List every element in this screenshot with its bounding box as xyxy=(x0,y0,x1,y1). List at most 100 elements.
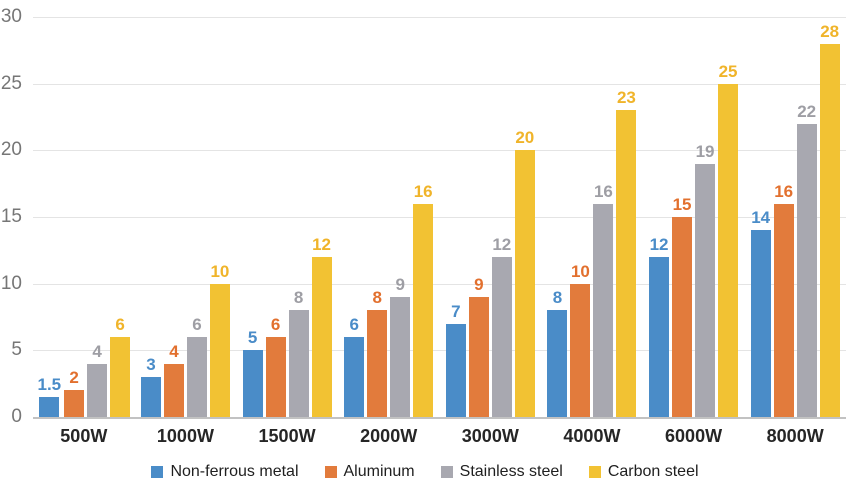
bar-value-label: 4 xyxy=(169,341,179,361)
plot-area: 1.5 2 4 6 500W 3 4 6 10 1000W 5 6 8 12 1500W 6 8 9 16 2000W… xyxy=(33,17,846,445)
bar xyxy=(163,363,184,417)
y-axis-labels: 0 5 10 15 20 25 30 xyxy=(0,7,26,426)
bar-value-label: 12 xyxy=(312,235,332,254)
bar xyxy=(64,390,85,417)
bar-value-label: 23 xyxy=(616,88,636,108)
bar-column: 2 xyxy=(64,368,85,417)
bar-column: 6 xyxy=(265,315,286,417)
x-axis-label: 6000W xyxy=(665,426,723,446)
bar xyxy=(718,83,739,417)
bar xyxy=(773,203,794,417)
bar-value-label: 16 xyxy=(593,181,613,201)
bar xyxy=(367,310,388,417)
bar-value-label: 14 xyxy=(751,208,771,228)
legend-swatch-icon xyxy=(440,466,453,478)
bar xyxy=(491,257,512,417)
bar-value-label: 1.5 xyxy=(37,375,62,394)
x-axis-label: 8000W xyxy=(766,426,824,446)
bar-value-label: 6 xyxy=(270,315,281,334)
legend: Non-ferrous metal Aluminum Stainless steel… xyxy=(0,464,850,480)
bar-value-label: 9 xyxy=(474,275,484,294)
bar-column: 12 xyxy=(491,235,512,417)
bar-column: 8 xyxy=(367,289,388,417)
bar xyxy=(390,297,411,417)
bar xyxy=(445,323,466,417)
bar xyxy=(311,257,332,417)
bar-value-label: 6 xyxy=(192,315,202,334)
bar-groups: 1.5 2 4 6 500W 3 4 6 10 1000W 5 6 8 12 1500W 6 8 9 16 2000W… xyxy=(33,17,846,445)
bar xyxy=(672,217,693,417)
bar xyxy=(186,337,207,417)
bar-column: 12 xyxy=(649,236,670,417)
bar xyxy=(750,230,771,417)
legend-label: Carbon steel xyxy=(607,463,699,480)
bar-value-label: 9 xyxy=(395,275,405,294)
bar xyxy=(593,203,614,417)
bar-column: 5 xyxy=(242,328,263,417)
y-axis-tick-label: 10 xyxy=(0,272,22,294)
x-axis-label: 3000W xyxy=(461,426,519,446)
y-axis-tick-label: 0 xyxy=(11,406,22,428)
legend-item: Carbon steel xyxy=(588,463,699,480)
bar xyxy=(695,163,716,417)
bar-column: 28 xyxy=(819,21,840,417)
bar-column: 19 xyxy=(695,141,716,417)
bar-group: 3 4 6 10 1000W xyxy=(135,17,237,445)
bar xyxy=(209,283,230,417)
bar xyxy=(649,257,670,417)
bar-value-label: 2 xyxy=(69,368,79,388)
bar-group: 8 10 16 23 4000W xyxy=(541,17,643,445)
bar-column: 16 xyxy=(593,181,614,417)
bar-value-label: 5 xyxy=(247,328,258,348)
bar-value-label: 8 xyxy=(293,288,304,308)
legend-swatch-icon xyxy=(324,466,337,478)
bar-value-label: 19 xyxy=(695,141,715,161)
bar-column: 10 xyxy=(209,263,230,417)
bar-value-label: 20 xyxy=(515,128,535,148)
bar xyxy=(547,310,568,417)
gridline xyxy=(33,83,846,85)
gridline xyxy=(33,350,846,352)
bar-column: 16 xyxy=(773,181,794,417)
bar xyxy=(344,337,365,417)
x-axis-label: 2000W xyxy=(360,426,418,446)
bar-value-label: 6 xyxy=(349,315,359,334)
legend-swatch-icon xyxy=(151,466,164,478)
bar-group: 7 9 12 20 3000W xyxy=(440,17,542,445)
legend-label: Non-ferrous metal xyxy=(170,463,299,480)
legend-label: Aluminum xyxy=(343,463,415,480)
bar xyxy=(819,43,840,417)
bar-column: 25 xyxy=(718,63,739,417)
bar-column: 6 xyxy=(110,316,131,417)
y-axis-tick-label: 25 xyxy=(0,72,22,94)
bar-column: 20 xyxy=(514,128,535,417)
bar-column: 1.5 xyxy=(37,376,61,417)
bar-group: 14 16 22 28 8000W xyxy=(744,17,846,445)
bar xyxy=(796,123,817,417)
bar-column: 8 xyxy=(547,288,568,417)
bar xyxy=(39,397,60,417)
x-axis-line xyxy=(33,417,846,419)
bar-value-label: 22 xyxy=(797,101,817,121)
y-axis-tick-label: 5 xyxy=(11,339,22,361)
legend-item: Non-ferrous metal xyxy=(151,463,299,480)
bar-column: 6 xyxy=(186,315,207,417)
bar-value-label: 12 xyxy=(492,235,512,254)
legend-swatch-icon xyxy=(588,466,601,478)
bar-value-label: 28 xyxy=(820,21,840,41)
bar-column: 4 xyxy=(87,343,108,417)
x-axis-label: 500W xyxy=(60,426,108,446)
legend-label: Stainless steel xyxy=(459,463,563,480)
bar-value-label: 8 xyxy=(552,288,563,308)
bar-value-label: 10 xyxy=(570,261,590,281)
bar-value-label: 16 xyxy=(774,181,794,201)
legend-item: Stainless steel xyxy=(440,463,563,480)
y-axis-tick-label: 15 xyxy=(0,206,22,228)
bar-column: 22 xyxy=(796,101,817,417)
x-axis-label: 1000W xyxy=(156,426,214,446)
gridline xyxy=(33,17,846,18)
bar-column: 6 xyxy=(344,315,365,417)
bar xyxy=(288,310,309,417)
bar xyxy=(110,337,131,417)
